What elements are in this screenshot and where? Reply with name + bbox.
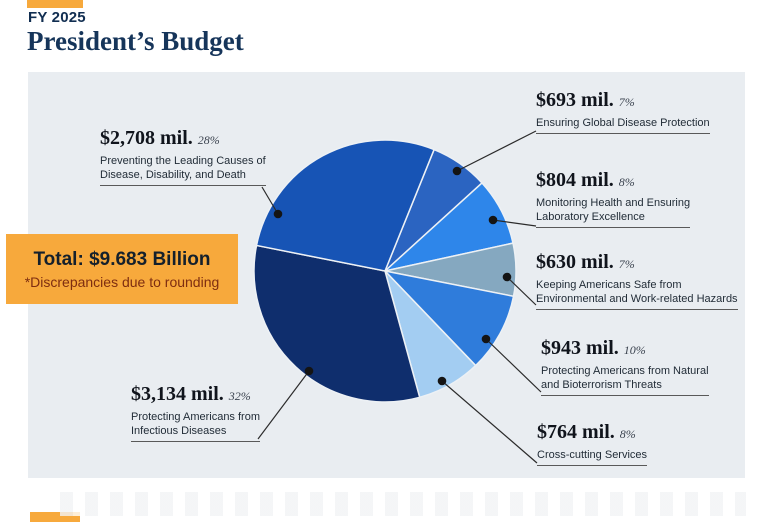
slice-percent: 8% <box>619 427 636 441</box>
slice-description: Ensuring Global Disease Protection <box>536 116 710 134</box>
slice-description: Protecting Americans from Infectious Dis… <box>131 410 260 442</box>
leader-dot-3 <box>481 334 491 344</box>
slice-percent: 8% <box>618 175 635 189</box>
callout-infectious-diseases: $3,134 mil. 32% Protecting Americans from… <box>131 382 260 442</box>
top-accent-bar <box>27 0 83 8</box>
slice-description: Monitoring Health and Ensuring Laborator… <box>536 196 691 228</box>
watermark-pattern <box>60 492 746 516</box>
callout-monitoring-health-laboratory-excellence: $804 mil. 8% Monitoring Health and Ensuri… <box>536 168 691 228</box>
bottom-accent-bar <box>30 512 80 522</box>
total-callout-box: Total: $9.683 Billion *Discrepancies due… <box>6 234 238 304</box>
slice-description: Keeping Americans Safe from Environmenta… <box>536 278 738 310</box>
slice-amount: $764 mil. 8% <box>537 421 636 443</box>
slice-amount: $3,134 mil. 32% <box>131 383 251 405</box>
leader-line-1 <box>492 219 537 227</box>
leader-dot-5 <box>304 366 314 376</box>
leader-dot-6 <box>273 209 283 219</box>
leader-dot-4 <box>437 376 447 386</box>
slice-percent: 7% <box>618 95 635 109</box>
callout-ensuring-global-disease-protection: $693 mil. 7% Ensuring Global Disease Prot… <box>536 88 710 134</box>
callout-environmental-work-related-hazards: $630 mil. 7% Keeping Americans Safe from … <box>536 250 738 310</box>
slice-amount: $2,708 mil. 28% <box>100 127 220 149</box>
leader-line-0 <box>456 130 537 172</box>
rounding-note: *Discrepancies due to rounding <box>24 273 220 290</box>
slice-amount: $693 mil. 7% <box>536 89 635 111</box>
slice-amount: $804 mil. 8% <box>536 169 635 191</box>
total-amount-label: Total: $9.683 Billion <box>33 248 211 270</box>
pie-slice-5 <box>253 244 421 403</box>
slice-amount: $943 mil. 10% <box>541 337 646 359</box>
leader-line-3 <box>485 338 542 393</box>
leader-dot-0 <box>452 166 462 176</box>
slice-amount: $630 mil. 7% <box>536 251 635 273</box>
slice-description: Protecting Americans from Natural and Bi… <box>541 364 709 396</box>
leader-line-5 <box>257 370 310 440</box>
slice-percent: 10% <box>623 343 646 357</box>
callout-natural-bioterrorism-threats: $943 mil. 10% Protecting Americans from N… <box>541 336 709 396</box>
leader-dot-2 <box>502 272 512 282</box>
pie-slice-3 <box>384 270 515 367</box>
leader-line-2 <box>506 276 537 306</box>
leader-dot-1 <box>488 215 498 225</box>
leader-line-4 <box>441 380 538 464</box>
slice-description: Preventing the Leading Causes of Disease… <box>100 154 266 186</box>
slice-percent: 32% <box>228 389 251 403</box>
slice-description: Cross-cutting Services <box>537 448 648 466</box>
callout-cross-cutting-services: $764 mil. 8% Cross-cutting Services <box>537 420 648 466</box>
page-title: President’s Budget <box>27 26 244 56</box>
callout-leading-causes-of-death: $2,708 mil. 28% Preventing the Leading Ca… <box>100 126 266 186</box>
fiscal-year-label: FY 2025 <box>28 9 86 26</box>
pie-slice-6 <box>255 139 435 272</box>
slice-percent: 28% <box>197 133 220 147</box>
leader-line-6 <box>261 186 279 215</box>
slice-percent: 7% <box>618 257 635 271</box>
